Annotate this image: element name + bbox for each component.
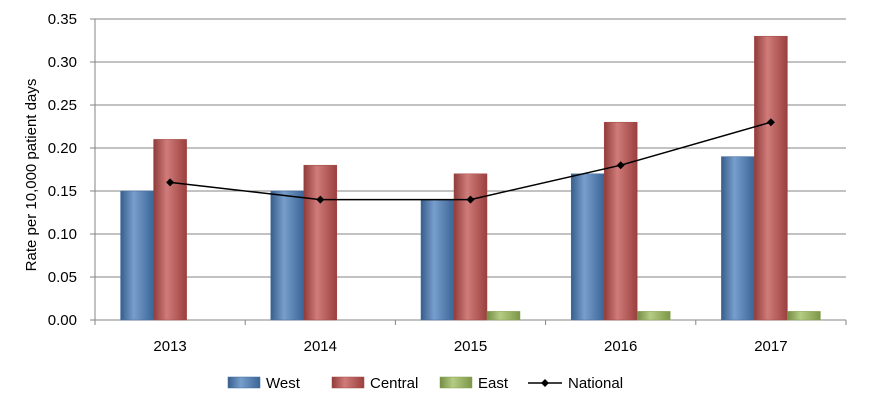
bar-west	[570, 173, 605, 321]
point-national	[616, 161, 625, 170]
bar-west	[721, 156, 755, 321]
y-tick-label: 0.05	[48, 269, 77, 286]
bars	[120, 35, 821, 321]
y-tick-label: 0.25	[48, 97, 77, 114]
bar-central	[754, 35, 788, 321]
legend-label-central: Central	[370, 375, 418, 392]
legend-swatch-east	[439, 376, 473, 389]
legend-label-national: National	[568, 375, 623, 392]
tick-labels: 0.00 0.05 0.10 0.15 0.20 0.25 0.30 0.35 2013 2014…	[48, 11, 788, 355]
y-tick-label: 0.35	[48, 11, 77, 28]
x-tick-label: 2016	[604, 338, 637, 355]
bar-east	[787, 311, 821, 321]
legend-swatch-central	[331, 376, 365, 389]
bar-central	[303, 164, 338, 321]
y-axis-title: Rate per 10,000 patient days	[23, 79, 40, 272]
bar-west	[270, 190, 305, 321]
legend: West Central East National	[227, 375, 623, 392]
x-tick-label: 2017	[754, 338, 787, 355]
x-tick-label: 2015	[454, 338, 487, 355]
y-tick-label: 0.20	[48, 140, 77, 157]
bar-central	[603, 121, 638, 321]
point-national	[766, 118, 775, 127]
point-national	[466, 195, 475, 204]
legend-swatch-west	[227, 376, 261, 389]
legend-label-east: East	[478, 375, 509, 392]
bar-central	[153, 139, 187, 321]
y-tick-label: 0.00	[48, 312, 77, 329]
x-tick-label: 2013	[153, 338, 186, 355]
bar-east	[636, 311, 671, 321]
y-tick-label: 0.15	[48, 183, 77, 200]
y-tick-label: 0.30	[48, 54, 77, 71]
bar-west	[120, 190, 154, 321]
point-national	[166, 178, 175, 187]
bar-east	[486, 311, 521, 321]
x-tick-label: 2014	[304, 338, 337, 355]
point-national	[316, 195, 325, 204]
legend-marker-national	[541, 379, 549, 387]
national-line	[166, 118, 775, 204]
y-tick-label: 0.10	[48, 226, 77, 243]
legend-label-west: West	[266, 375, 301, 392]
bar-west	[420, 199, 455, 321]
